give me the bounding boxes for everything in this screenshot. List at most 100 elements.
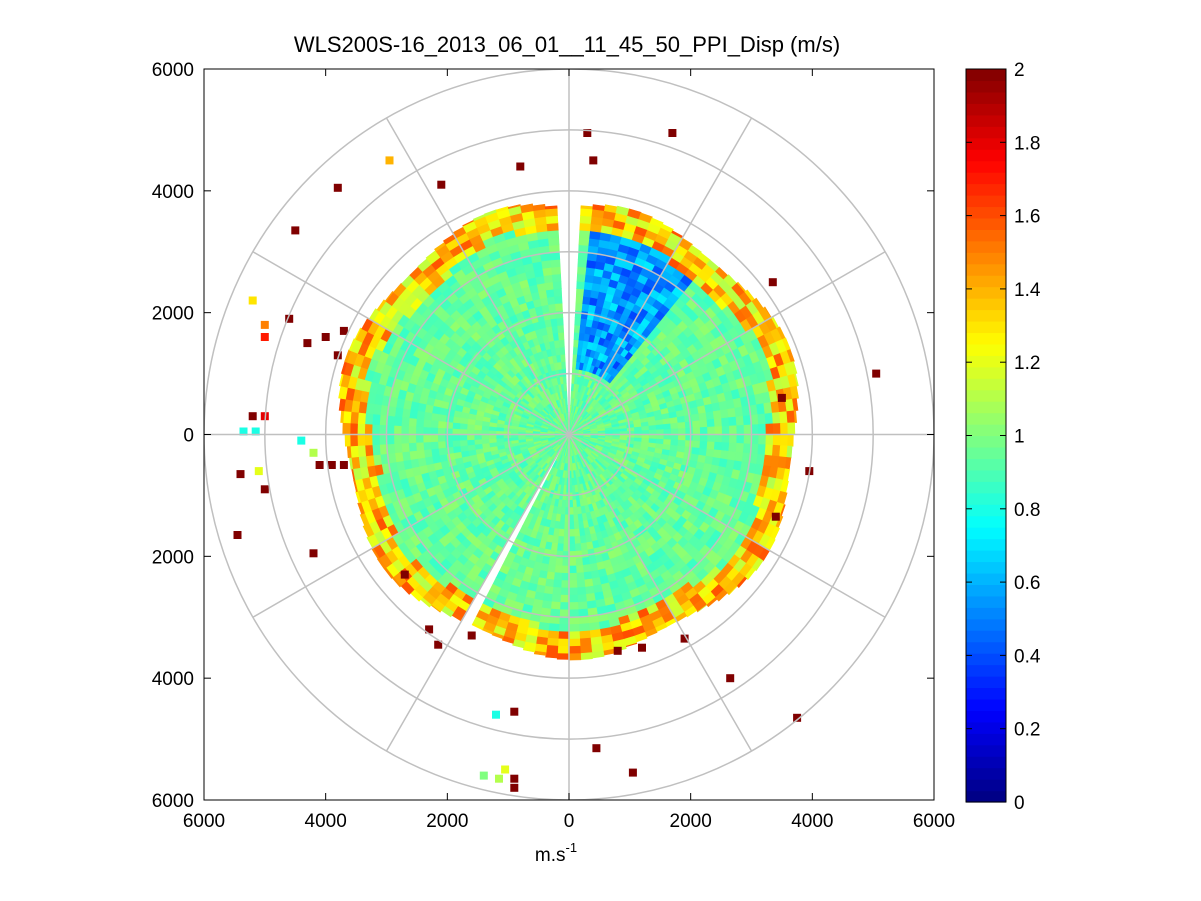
heat-cell [698,412,708,422]
heat-cell [551,594,561,603]
heat-cell [568,645,581,655]
heat-cell [699,434,709,443]
x-axis-label: m.s-1 [535,840,577,866]
heat-cell [552,280,562,290]
heat-cell [787,434,794,447]
heat-cell [736,576,748,589]
heat-cell [721,417,730,427]
heat-cell [579,644,593,654]
heat-cell [545,215,559,225]
heat-cell [697,604,708,613]
colorbar-cell [966,69,1006,82]
heat-cell [713,418,723,428]
heat-cell [743,434,752,445]
heat-cell [378,424,388,435]
heat-cell [580,549,589,559]
heat-cell [561,361,566,370]
heat-cell [790,361,798,375]
outlier-bin [327,461,336,469]
heat-cell [542,266,553,277]
heat-cell [758,434,767,446]
colorbar-gradient [966,69,1006,803]
outlier-bin [315,461,324,469]
heat-cell [550,601,561,611]
colorbar-cell [966,527,1006,540]
heat-cell [572,514,579,523]
heat-cell [655,424,665,431]
heat-cell [577,258,588,268]
outlier-bin [260,320,269,329]
heat-cell [573,535,581,545]
heat-cell [670,434,679,441]
outlier-bin [333,351,342,360]
outlier-bin [583,129,592,137]
y-tick-label: 2000 [152,304,194,325]
heat-cell [786,445,793,459]
spoke-line [385,434,570,752]
colorbar-cell [966,332,1006,345]
colorbar-cell [966,458,1006,471]
heat-cell [712,449,722,459]
heat-cell [481,438,490,445]
outlier-bin [479,771,488,780]
outlier-bin [309,549,318,558]
heat-cell [430,447,440,457]
colorbar-cell [966,160,1006,173]
colorbar-cell [966,412,1006,425]
x-tick-label: 0 [564,811,575,832]
heat-cell [568,616,580,625]
heat-cell [551,273,562,283]
colorbar-cell [966,240,1006,253]
heat-cell [585,266,596,277]
heat-cell [356,423,366,435]
heat-cell [750,434,760,445]
heat-cell [562,550,570,560]
heat-cell [641,425,650,432]
heat-cell [533,650,547,656]
colorbar-cell [966,172,1006,185]
heat-cell [568,536,576,545]
heat-cell [547,630,560,640]
heat-cell [561,572,570,582]
heat-cell [758,423,767,435]
colorbar-cell [966,320,1006,334]
spoke-line [252,251,570,436]
colorbar-cell [966,263,1006,276]
colorbar-cell [966,607,1006,620]
colorbar-tick-label: 0.2 [1014,720,1040,741]
colorbar-cell [966,424,1006,437]
colorbar-cell [966,446,1006,459]
heat-cell [771,411,781,425]
heat-cell [415,441,425,451]
spoke-line [568,434,753,752]
colorbar-cell [966,664,1006,677]
heat-cell [559,346,566,355]
heat-cell [452,445,462,454]
outlier-bin [303,339,312,348]
heat-cell [583,578,594,588]
heat-cell [532,203,546,212]
outlier-bin [495,774,503,783]
heat-cell [364,412,374,425]
heat-cell [584,274,595,284]
heat-cell [437,427,446,435]
heat-cell [663,434,672,441]
outlier-bin [592,744,601,753]
heat-cell [736,424,745,435]
heat-cell [556,653,570,660]
heat-cell [451,434,461,441]
heat-cell [764,306,772,318]
heat-cell [507,204,521,209]
outlier-bin [321,333,330,341]
heat-cell [663,423,672,430]
heat-cell [568,587,578,596]
heat-cell [574,543,582,552]
colorbar-cell [966,389,1006,402]
outlier-bin [638,643,646,652]
heat-cell [574,310,583,319]
heat-cell [572,506,578,516]
colorbar-cell [966,229,1006,242]
heat-cell [445,446,454,455]
heat-cell [568,565,577,574]
heat-cell [371,434,380,446]
